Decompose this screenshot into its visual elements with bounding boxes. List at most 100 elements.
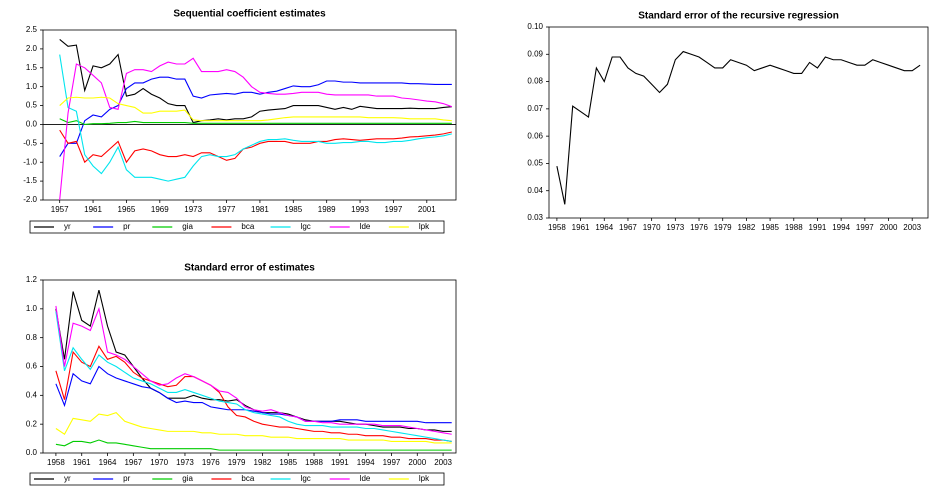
- x-tick-label: 1979: [228, 458, 246, 467]
- y-tick-label: 0.2: [26, 419, 38, 428]
- legend-label: bca: [241, 222, 254, 231]
- y-tick-label: 0.06: [527, 131, 543, 140]
- y-tick-label: 0.07: [527, 104, 543, 113]
- x-tick-label: 1965: [118, 205, 136, 214]
- x-tick-label: 1988: [785, 223, 803, 232]
- y-tick-label: 0.09: [527, 49, 543, 58]
- x-tick-label: 1993: [351, 205, 369, 214]
- x-tick-label: 2000: [880, 223, 898, 232]
- x-tick-label: 1991: [809, 223, 827, 232]
- x-tick-label: 1957: [51, 205, 69, 214]
- y-tick-label: 1.0: [26, 82, 38, 91]
- x-tick-label: 1970: [643, 223, 661, 232]
- x-tick-label: 1981: [251, 205, 269, 214]
- chart-title: Standard error of the recursive regressi…: [638, 11, 839, 22]
- legend-label: yr: [64, 474, 71, 483]
- y-tick-label: 0.4: [26, 390, 38, 399]
- x-tick-label: 2003: [903, 223, 921, 232]
- y-tick-label: 2.0: [26, 44, 38, 53]
- x-tick-label: 1989: [318, 205, 336, 214]
- x-tick-label: 1964: [99, 458, 117, 467]
- legend-label: gia: [182, 222, 193, 231]
- series-line: [55, 411, 452, 444]
- y-tick-label: 0.04: [527, 186, 543, 195]
- plot-frame: [42, 29, 457, 201]
- legend-label: lde: [360, 474, 371, 483]
- x-tick-label: 1961: [572, 223, 590, 232]
- y-tick-label: 0.03: [527, 213, 543, 222]
- x-tick-label: 1973: [184, 205, 202, 214]
- series-line: [59, 129, 452, 164]
- x-tick-label: 1994: [832, 223, 850, 232]
- x-tick-label: 1988: [305, 458, 323, 467]
- series-line: [59, 54, 452, 182]
- legend-label: lpk: [419, 474, 430, 483]
- x-tick-label: 1997: [383, 458, 401, 467]
- series-line: [59, 76, 452, 157]
- legend-label: pr: [123, 222, 130, 231]
- x-tick-label: 1979: [714, 223, 732, 232]
- x-tick-label: 1961: [84, 205, 102, 214]
- x-tick-label: 1970: [150, 458, 168, 467]
- series-line: [556, 50, 921, 205]
- y-tick-label: 1.0: [26, 304, 38, 313]
- x-tick-label: 1985: [761, 223, 779, 232]
- x-tick-label: 1969: [151, 205, 169, 214]
- legend-label: lde: [360, 222, 371, 231]
- series-line: [55, 345, 452, 443]
- x-tick-label: 1982: [254, 458, 272, 467]
- legend-box: [29, 472, 445, 486]
- series-line: [55, 439, 452, 451]
- x-tick-label: 1967: [124, 458, 142, 467]
- x-tick-label: 1973: [666, 223, 684, 232]
- x-tick-label: 1964: [595, 223, 613, 232]
- x-tick-label: 1976: [690, 223, 708, 232]
- x-tick-label: 1976: [202, 458, 220, 467]
- x-tick-label: 1985: [279, 458, 297, 467]
- x-tick-label: 1977: [218, 205, 236, 214]
- legend-box: [29, 220, 445, 234]
- y-tick-label: -1.5: [23, 176, 37, 185]
- legend-label: lgc: [301, 222, 311, 231]
- x-tick-label: 2001: [418, 205, 436, 214]
- series-line: [59, 39, 452, 124]
- plot-frame: [548, 26, 929, 219]
- x-tick-label: 1982: [737, 223, 755, 232]
- x-tick-label: 1958: [548, 223, 566, 232]
- chart-title: Standard error of estimates: [184, 263, 315, 274]
- x-tick-label: 2003: [434, 458, 452, 467]
- legend-label: lgc: [301, 474, 311, 483]
- x-tick-label: 1958: [47, 458, 65, 467]
- x-tick-label: 2000: [408, 458, 426, 467]
- series-line: [59, 57, 453, 201]
- series-line: [59, 118, 452, 126]
- x-tick-label: 1961: [73, 458, 91, 467]
- legend-label: bca: [241, 474, 254, 483]
- legend-label: gia: [182, 474, 193, 483]
- y-tick-label: -2.0: [23, 195, 37, 204]
- series-line: [55, 311, 452, 443]
- y-tick-label: 0.8: [26, 333, 38, 342]
- y-tick-label: 0.05: [527, 159, 543, 168]
- legend-label: pr: [123, 474, 130, 483]
- x-tick-label: 1985: [284, 205, 302, 214]
- legend-label: yr: [64, 222, 71, 231]
- y-tick-label: 0.6: [26, 362, 38, 371]
- y-tick-label: 2.5: [26, 25, 38, 34]
- x-tick-label: 1973: [176, 458, 194, 467]
- y-tick-label: 1.5: [26, 63, 38, 72]
- x-tick-label: 1967: [619, 223, 637, 232]
- y-tick-label: 1.2: [26, 275, 38, 284]
- y-tick-label: 0.0: [26, 448, 38, 457]
- y-tick-label: -1.0: [23, 157, 37, 166]
- x-tick-label: 1997: [385, 205, 403, 214]
- legend-label: lpk: [419, 222, 430, 231]
- y-tick-label: 0.08: [527, 77, 543, 86]
- y-tick-label: -0.5: [23, 138, 37, 147]
- series-line: [55, 365, 452, 424]
- x-tick-label: 1997: [856, 223, 874, 232]
- y-tick-label: 0.0: [26, 120, 38, 129]
- y-tick-label: 0.5: [26, 101, 38, 110]
- series-line: [55, 305, 452, 435]
